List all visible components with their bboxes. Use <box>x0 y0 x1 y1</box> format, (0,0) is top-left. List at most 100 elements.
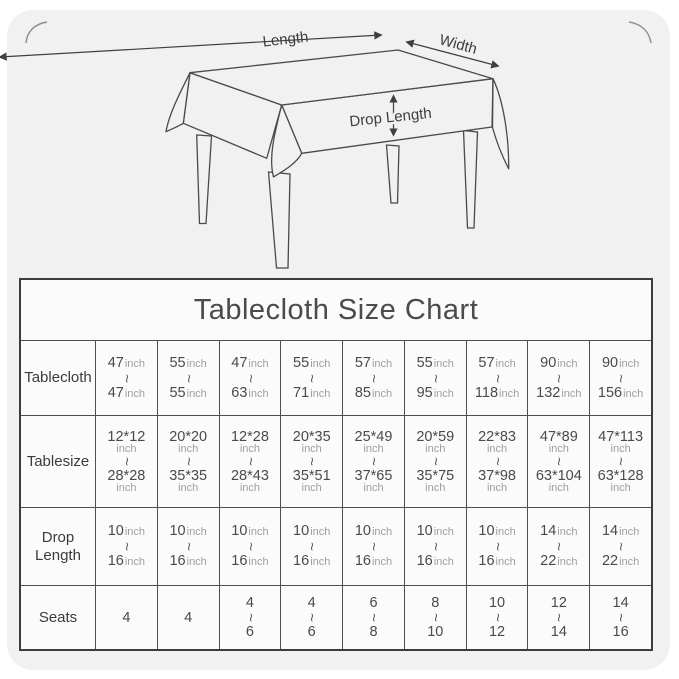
table-cell: 22*83 inch ~37*98 inch <box>465 415 528 507</box>
range-tilde: ~ <box>426 373 444 383</box>
cell-value: 6 <box>369 595 378 611</box>
cell-value: 4 <box>122 609 131 626</box>
range-tilde: ~ <box>426 542 444 551</box>
table-legs <box>196 129 479 269</box>
cell-value: 12 <box>488 624 506 640</box>
unit-label: inch <box>486 482 508 494</box>
table-cell: 12*28 inch ~28*43 inch <box>218 415 281 507</box>
unit-label: inch <box>557 526 578 538</box>
cell-value: 8 <box>431 595 440 611</box>
cell-value: 156inch <box>597 384 644 401</box>
cell-value: 35*75 <box>416 468 455 484</box>
cell-value: 47inch <box>107 384 146 401</box>
table-cell: 4 <box>95 585 157 649</box>
cell-value: 10inch <box>231 523 269 539</box>
range-tilde: ~ <box>488 542 506 551</box>
cell-value: 16inch <box>416 553 454 569</box>
table-cell: 10inch ~16inch <box>218 507 281 585</box>
unit-label: inch <box>248 556 269 568</box>
cell-value: 16inch <box>293 553 331 569</box>
cell-value: 12*28 <box>230 429 269 445</box>
range-tilde: ~ <box>488 373 506 383</box>
table-cell: 10inch ~16inch <box>280 507 343 585</box>
range-tilde: ~ <box>117 542 135 551</box>
cell-value: 6 <box>245 624 254 640</box>
length-label: Length <box>262 28 310 50</box>
range-tilde: ~ <box>612 373 630 383</box>
unit-label: inch <box>371 357 393 370</box>
unit-label: inch <box>548 482 569 494</box>
cell-value: 25*49 <box>354 429 393 445</box>
cell-value: 10inch <box>478 523 516 539</box>
unit-label: inch <box>239 482 261 494</box>
range-tilde: ~ <box>364 542 382 551</box>
cell-value: 10inch <box>107 523 146 539</box>
table-cell: 4 ~6 <box>280 585 343 649</box>
width-arrow <box>405 39 500 69</box>
unit-label: inch <box>486 443 508 455</box>
cell-value: 28*28 <box>107 468 146 484</box>
range-tilde: ~ <box>612 613 630 622</box>
table-cell: 55inch ~71inch <box>280 340 343 415</box>
table-cell: 90inch ~156inch <box>589 340 651 415</box>
range-tilde: ~ <box>612 457 630 466</box>
cell-value: 16inch <box>231 553 269 569</box>
unit-label: inch <box>433 556 454 568</box>
cell-value: 35*35 <box>169 468 208 484</box>
cell-value: 16inch <box>107 553 146 569</box>
table-cell: 14inch ~22inch <box>527 507 590 585</box>
unit-label: inch <box>248 357 269 370</box>
cell-value: 55inch <box>169 384 207 401</box>
table-cell: 25*49 inch ~37*65 inch <box>342 415 404 507</box>
cell-value: 71inch <box>293 384 331 401</box>
table-cell: 4 <box>156 585 219 649</box>
cell-value: 118inch <box>474 384 520 401</box>
cell-value: 28*43 <box>230 468 269 484</box>
table-cell: 14inch ~22inch <box>589 507 651 585</box>
range-tilde: ~ <box>303 542 321 551</box>
range-tilde: ~ <box>179 373 197 383</box>
unit-label: inch <box>178 482 199 494</box>
table-cell: 10inch ~16inch <box>342 507 404 585</box>
table-cell: 10inch ~16inch <box>403 507 466 585</box>
cell-value: 10inch <box>169 523 207 539</box>
unit-label: inch <box>561 387 582 400</box>
cell-value: 63*128 <box>597 468 644 484</box>
range-tilde: ~ <box>241 373 259 383</box>
length-arrow <box>0 31 383 61</box>
table-cell: 12*12 inch ~28*28 inch <box>95 415 157 507</box>
unit-label: inch <box>610 443 631 455</box>
unit-label: inch <box>619 526 640 538</box>
cell-value: 20*35 <box>292 429 331 445</box>
range-tilde: ~ <box>550 613 568 622</box>
table-cell: 47*89 inch ~63*104 inch <box>527 415 590 507</box>
cell-value: 4 <box>184 609 193 626</box>
cell-value: 22*83 <box>478 429 516 445</box>
width-label: Width <box>437 31 478 58</box>
cell-value: 14 <box>550 624 567 640</box>
range-tilde: ~ <box>488 613 506 622</box>
unit-label: inch <box>371 387 393 400</box>
cell-value: 57inch <box>354 354 393 371</box>
table-cell: 20*35 inch ~35*51 inch <box>280 415 343 507</box>
table-cell: 10inch ~16inch <box>156 507 219 585</box>
cell-value: 47*113 <box>598 429 644 445</box>
unit-label: inch <box>248 526 269 538</box>
unit-label: inch <box>124 556 146 568</box>
measurement-arrows <box>0 31 500 137</box>
range-tilde: ~ <box>179 542 197 551</box>
cell-value: 22inch <box>601 553 640 569</box>
cell-value: 16inch <box>354 553 393 569</box>
unit-label: inch <box>548 443 569 455</box>
cell-value: 90inch <box>601 354 640 371</box>
range-tilde: ~ <box>117 457 135 466</box>
unit-label: inch <box>248 387 269 400</box>
table-cell: 47inch ~63inch <box>218 340 281 415</box>
cell-value: 20*59 <box>416 429 455 445</box>
unit-label: inch <box>301 443 322 455</box>
cell-value: 12*12 <box>107 429 146 445</box>
cell-value: 37*65 <box>354 468 393 484</box>
range-tilde: ~ <box>426 613 444 622</box>
table-cell: 57inch ~85inch <box>342 340 404 415</box>
